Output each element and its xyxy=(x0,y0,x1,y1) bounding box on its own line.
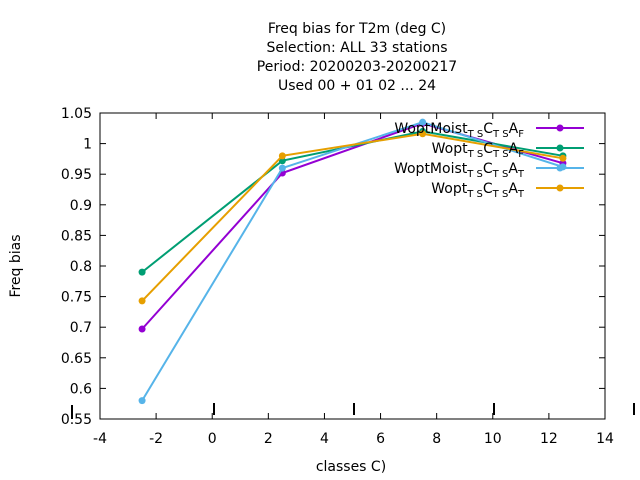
series-line-3 xyxy=(141,121,564,402)
stray-tick-marks xyxy=(71,403,635,419)
title-line-4: Used 00 + 01 02 ... 24 xyxy=(278,78,436,94)
series-4-point xyxy=(138,297,146,305)
legend-text-part: T S xyxy=(492,189,509,200)
legend-text-part: A xyxy=(508,181,518,197)
x-tick-label: 10 xyxy=(484,431,502,447)
legend-text-part: T S xyxy=(492,169,509,180)
legend-marker-3 xyxy=(556,164,564,172)
series-4-point xyxy=(278,152,286,160)
y-tick-label: 0.95 xyxy=(61,167,92,183)
y-axis: 0.55 0.6 0.65 0.7 0.75 0.8 0.85 0.9 0.95 1 1.05 xyxy=(61,106,605,428)
chart-title: Freq bias for T2m (deg C) Selection: ALL… xyxy=(257,21,457,94)
series-4-point xyxy=(559,154,567,162)
x-tick-label: -4 xyxy=(93,431,107,447)
legend-text-part: WoptMoist xyxy=(394,161,468,177)
legend-text-part: C xyxy=(483,121,493,137)
y-tick-label: 0.7 xyxy=(70,320,92,336)
title-line-3: Period: 20200203-20200217 xyxy=(257,59,457,75)
y-tick-label: 0.65 xyxy=(61,351,92,367)
legend-text-part: T S xyxy=(466,169,483,180)
series-line-4 xyxy=(141,132,564,302)
legend-label-1: WoptMoistT SCT SAF xyxy=(394,121,524,140)
legend-text-part: Wopt xyxy=(432,141,468,157)
series-2-point xyxy=(138,268,146,276)
legend-text-part: A xyxy=(509,141,519,157)
x-tick-label: 8 xyxy=(432,431,441,447)
legend-text-part: T S xyxy=(492,149,509,160)
y-tick-label: 0.8 xyxy=(70,259,92,275)
legend-text-part: T S xyxy=(467,149,484,160)
legend-marker-2 xyxy=(556,144,564,152)
x-axis-label: classes C) xyxy=(316,459,386,475)
x-tick-label: 12 xyxy=(540,431,558,447)
series-3-point xyxy=(419,118,427,126)
title-line-1: Freq bias for T2m (deg C) xyxy=(268,21,446,37)
legend-text-part: T S xyxy=(466,189,483,200)
y-tick-label: 0.55 xyxy=(61,412,92,428)
legend-text-part: C xyxy=(483,141,493,157)
legend-text-part: C xyxy=(483,181,493,197)
y-tick-label: 0.9 xyxy=(70,198,92,214)
legend-text-part: F xyxy=(518,129,524,140)
legend-text-part: A xyxy=(508,161,518,177)
x-tick-label: 2 xyxy=(264,431,273,447)
data-series xyxy=(138,118,567,405)
y-tick-label: 0.6 xyxy=(70,381,92,397)
legend-text-part: T S xyxy=(467,129,484,140)
x-tick-label: 14 xyxy=(596,431,614,447)
legend-marker-1 xyxy=(556,124,564,132)
legend-label-2: WoptT SCT SAF xyxy=(432,141,525,160)
x-tick-label: -2 xyxy=(149,431,163,447)
series-4-point xyxy=(419,130,427,138)
legend-text-part: WoptMoist xyxy=(394,121,468,137)
y-axis-label: Freq bias xyxy=(8,234,24,297)
legend-text-part: Wopt xyxy=(431,181,467,197)
x-tick-label: 0 xyxy=(208,431,217,447)
y-tick-label: 0.75 xyxy=(61,290,92,306)
series-3-point xyxy=(138,397,146,405)
x-axis: -4 -2 0 2 4 6 8 10 12 14 xyxy=(93,113,614,447)
legend-text-part: T S xyxy=(492,129,509,140)
legend-text-part: T xyxy=(517,169,525,180)
legend-text-part: T xyxy=(517,189,525,200)
y-tick-label: 1 xyxy=(83,137,92,153)
y-tick-label: 0.85 xyxy=(61,228,92,244)
legend-text-part: C xyxy=(483,161,493,177)
legend-text-part: A xyxy=(509,121,519,137)
series-3-point xyxy=(278,164,286,172)
title-line-2: Selection: ALL 33 stations xyxy=(266,40,447,56)
y-tick-label: 1.05 xyxy=(61,106,92,122)
legend-label-3: WoptMoistT SCT SAT xyxy=(394,161,525,180)
x-tick-label: 6 xyxy=(376,431,385,447)
legend-marker-4 xyxy=(556,184,564,192)
series-1-point xyxy=(138,325,146,333)
x-tick-label: 4 xyxy=(320,431,329,447)
legend-label-4: WoptT SCT SAT xyxy=(431,181,525,200)
legend-text-part: F xyxy=(518,149,524,160)
